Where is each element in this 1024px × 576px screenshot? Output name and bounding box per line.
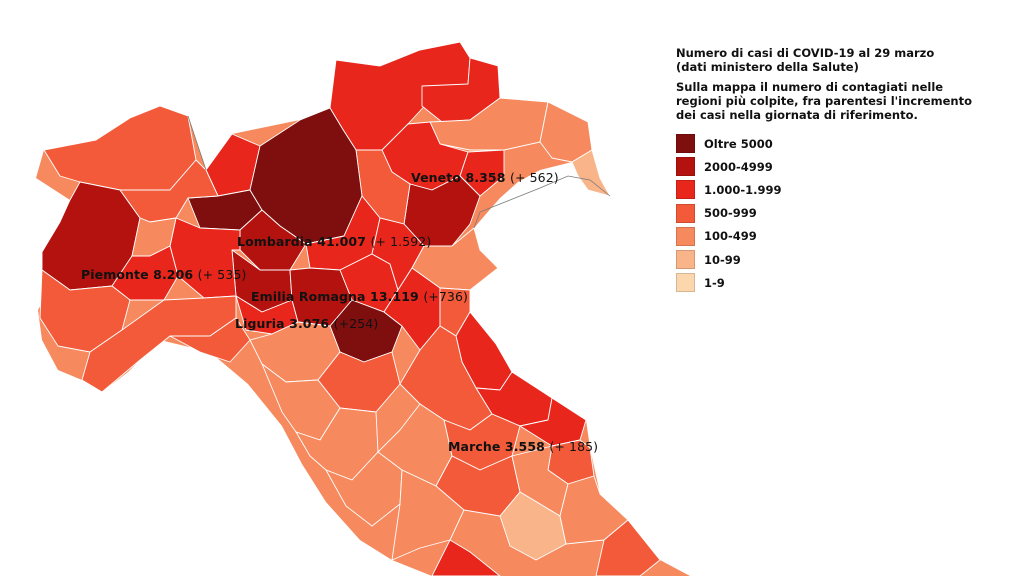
label-piemonte-name: Piemonte <box>81 267 149 282</box>
label-lombardia-name: Lombardia <box>237 234 313 249</box>
label-lombardia-increment: (+ 1.592) <box>370 234 432 249</box>
legend-item: 1-9 <box>676 271 976 294</box>
legend-item-label: 10-99 <box>704 252 741 267</box>
legend-swatch <box>676 250 695 270</box>
legend-item-label: 1-9 <box>704 275 725 290</box>
legend-note-line2: regioni più colpite, fra parentesi l'inc… <box>676 94 972 108</box>
legend-item: 2000-4999 <box>676 155 976 178</box>
legend-swatch <box>676 180 695 200</box>
label-emilia-romagna-increment: (+736) <box>423 289 468 304</box>
legend-note: Sulla mappa il numero di contagiati nell… <box>676 80 976 122</box>
legend-list: Oltre 5000 2000-4999 1.000-1.999 500-999… <box>676 132 976 294</box>
label-marche-cases: 3.558 <box>504 439 545 454</box>
legend-title-line2: (dati ministero della Salute) <box>676 60 859 74</box>
label-marche: Marche 3.558 (+ 185) <box>448 439 598 454</box>
legend-swatch <box>676 134 695 154</box>
label-liguria-increment: (+254) <box>333 316 379 331</box>
legend-item-label: 1.000-1.999 <box>704 182 782 197</box>
label-lombardia: Lombardia 41.007 (+ 1.592) <box>237 234 431 249</box>
label-piemonte: Piemonte 8.206 (+ 535) <box>81 267 246 282</box>
legend: Numero di casi di COVID-19 al 29 marzo (… <box>676 46 976 294</box>
legend-swatch <box>676 157 695 177</box>
legend-title-line1: Numero di casi di COVID-19 al 29 marzo <box>676 46 935 60</box>
label-veneto-cases: 8.358 <box>465 170 506 185</box>
legend-swatch <box>676 203 695 223</box>
label-emilia-romagna-cases: 13.119 <box>370 289 419 304</box>
legend-item: 100-499 <box>676 225 976 248</box>
legend-item-label: 500-999 <box>704 206 757 221</box>
label-marche-name: Marche <box>448 439 501 454</box>
legend-swatch <box>676 273 695 293</box>
legend-title: Numero di casi di COVID-19 al 29 marzo (… <box>676 46 976 74</box>
legend-item-label: 2000-4999 <box>704 159 773 174</box>
label-marche-increment: (+ 185) <box>549 439 599 454</box>
label-emilia-romagna-name: Emilia Romagna <box>251 289 366 304</box>
label-liguria-cases: 3.076 <box>289 316 330 331</box>
label-veneto: Veneto 8.358 (+ 562) <box>411 170 559 185</box>
legend-item: 10-99 <box>676 248 976 271</box>
label-liguria: Liguria 3.076 (+254) <box>235 316 378 331</box>
label-piemonte-increment: (+ 535) <box>197 267 247 282</box>
label-veneto-name: Veneto <box>411 170 462 185</box>
legend-item-label: 100-499 <box>704 229 757 244</box>
legend-item: 1.000-1.999 <box>676 178 976 201</box>
label-lombardia-cases: 41.007 <box>317 234 366 249</box>
legend-item: Oltre 5000 <box>676 132 976 155</box>
label-emilia-romagna: Emilia Romagna 13.119 (+736) <box>251 289 468 304</box>
legend-item: 500-999 <box>676 202 976 225</box>
legend-swatch <box>676 226 695 246</box>
label-piemonte-cases: 8.206 <box>153 267 194 282</box>
legend-item-label: Oltre 5000 <box>704 136 773 151</box>
label-liguria-name: Liguria <box>235 316 285 331</box>
label-veneto-increment: (+ 562) <box>509 170 559 185</box>
legend-note-line3: dei casi nella giornata di riferimento. <box>676 108 918 122</box>
legend-note-line1: Sulla mappa il numero di contagiati nell… <box>676 80 944 94</box>
